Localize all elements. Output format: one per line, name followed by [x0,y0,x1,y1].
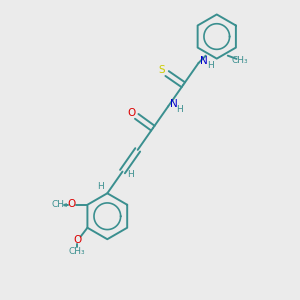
Text: H: H [98,182,104,191]
Text: CH₃: CH₃ [232,56,248,64]
Text: H: H [176,105,183,114]
Text: H: H [128,170,134,179]
Text: H: H [207,61,214,70]
Text: N: N [200,56,208,66]
Text: O: O [73,235,81,245]
Text: N: N [169,99,177,109]
Text: O: O [127,108,136,118]
Text: S: S [158,65,164,75]
Text: O: O [67,199,75,209]
Text: CH₃: CH₃ [52,200,68,209]
Text: CH₃: CH₃ [69,247,86,256]
